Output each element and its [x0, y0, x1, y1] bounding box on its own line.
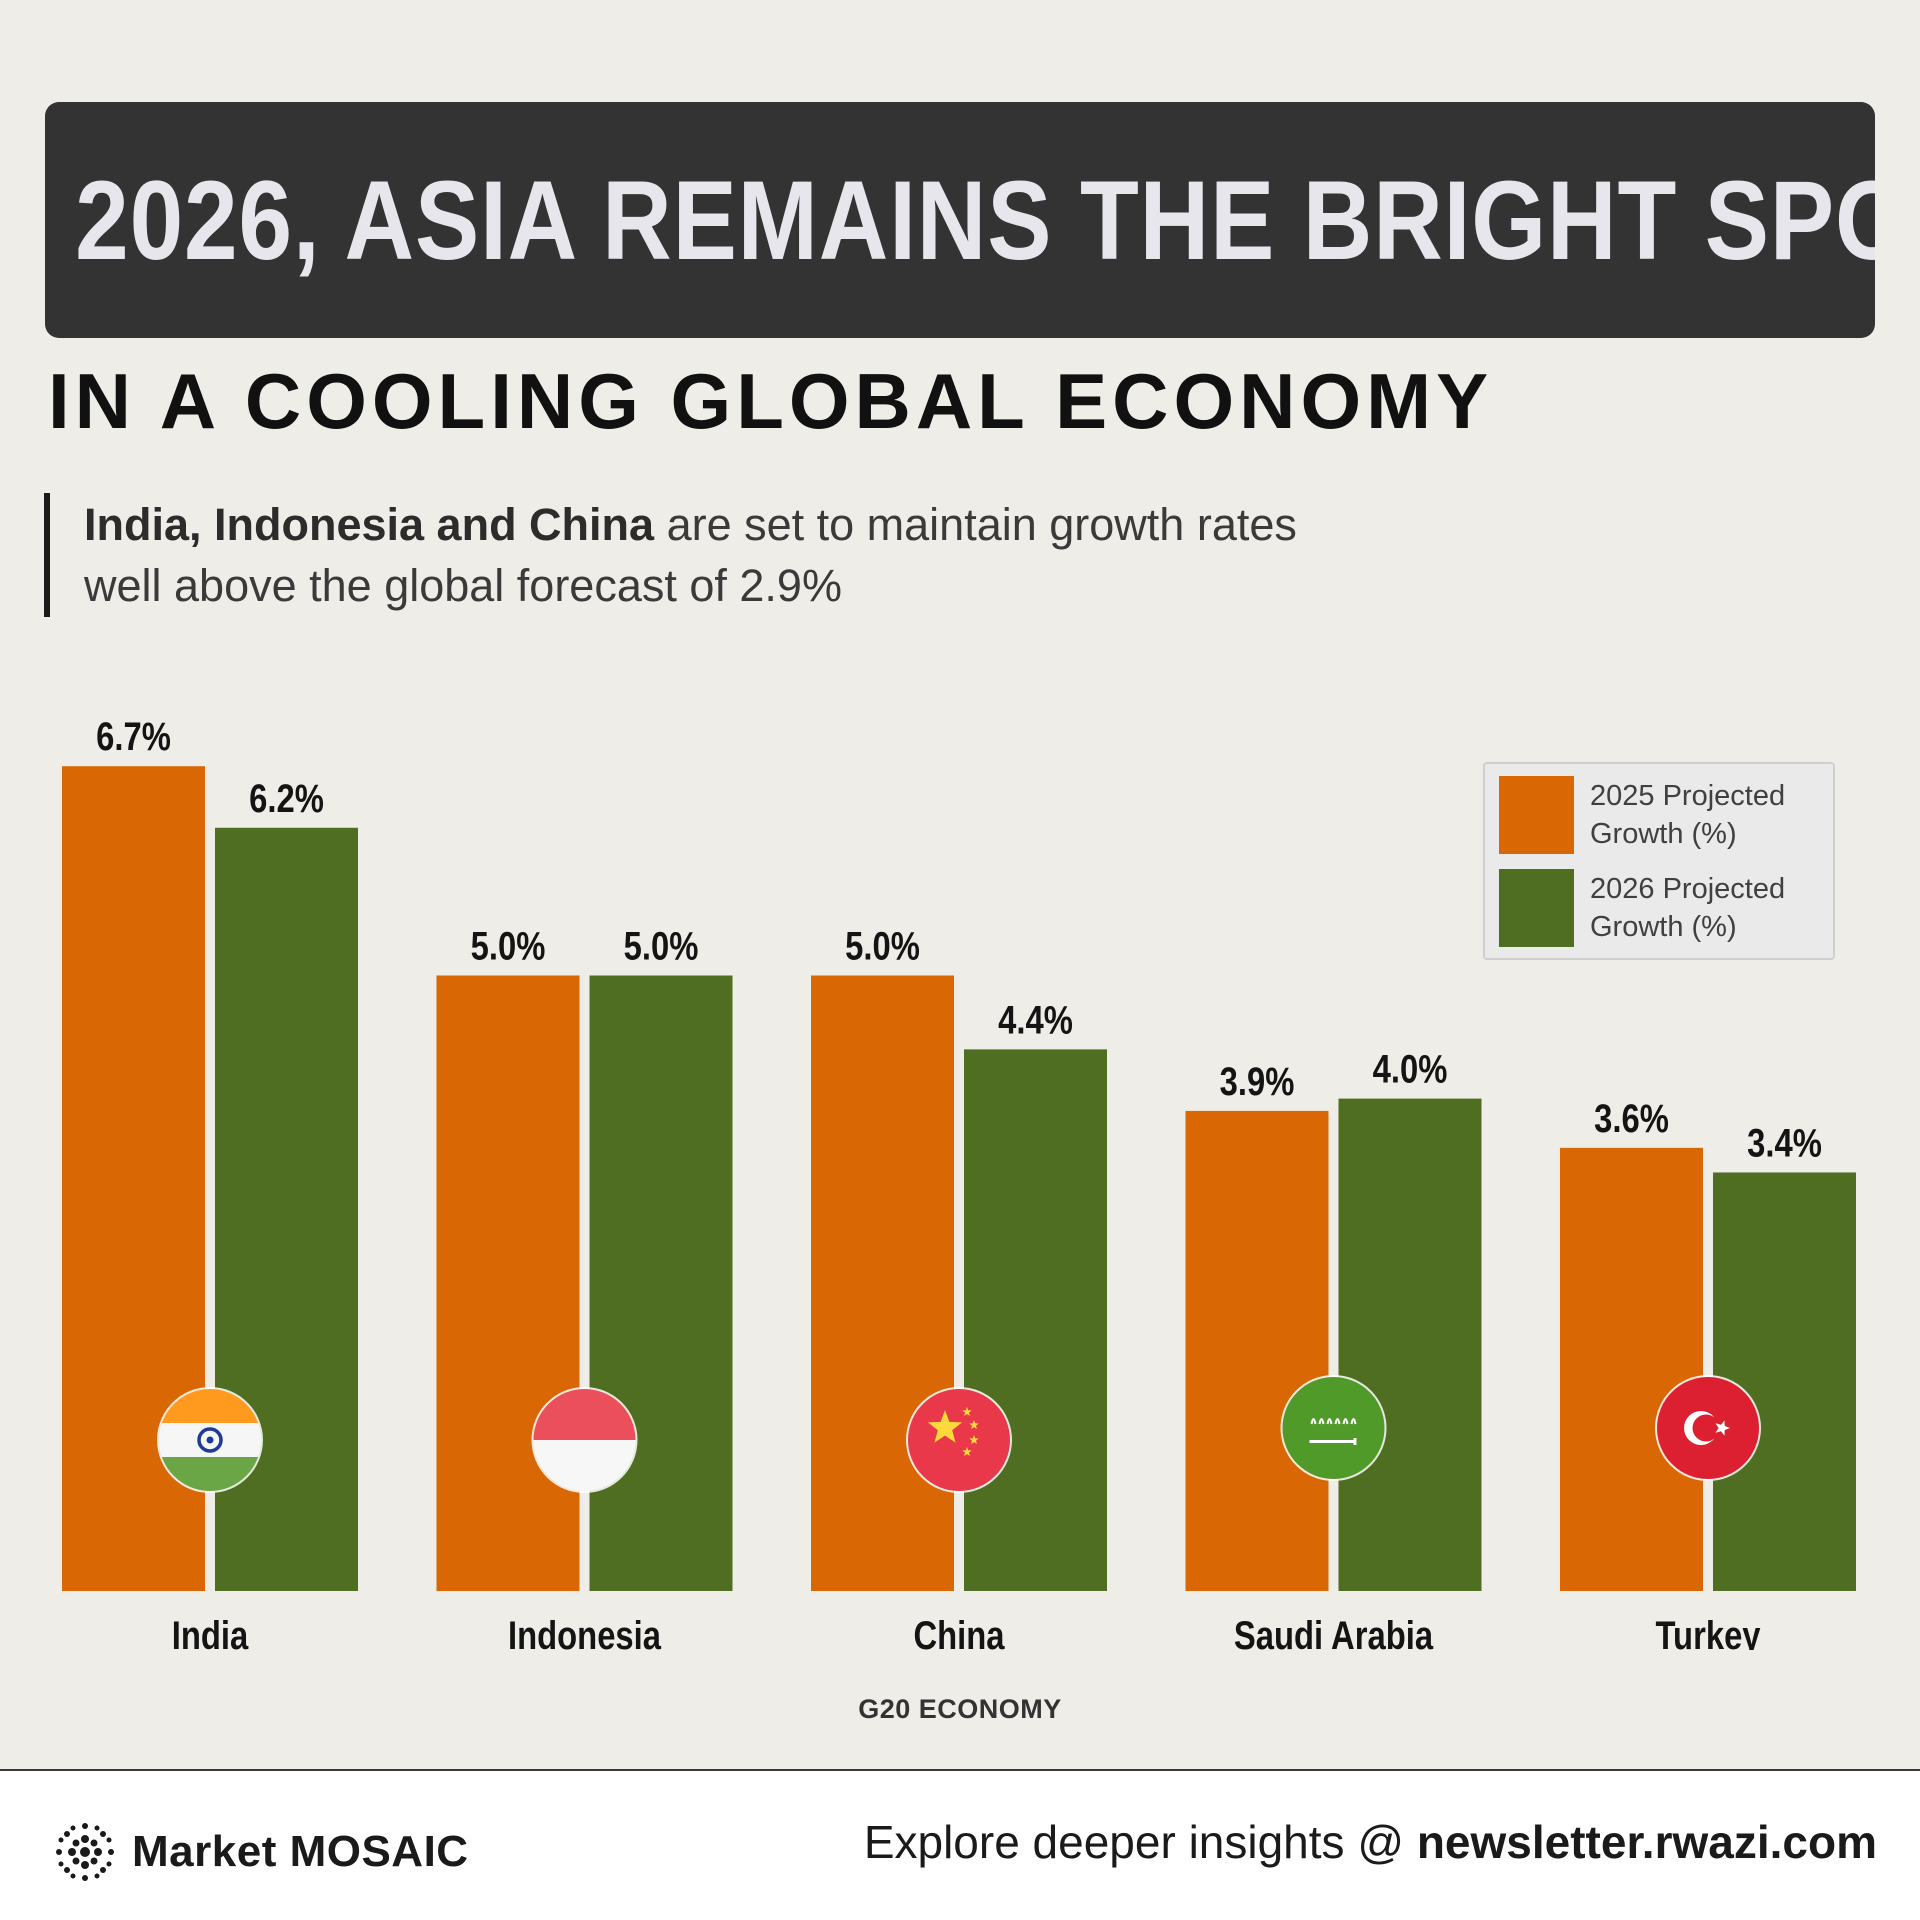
legend-item-2026: 2026 Projected Growth (%): [1499, 869, 1820, 947]
legend-item-2025: 2025 Projected Growth (%): [1499, 776, 1820, 854]
legend-swatch-2025: [1499, 776, 1574, 854]
bar-group-turkey: 3.6% 3.4% Turkey: [1560, 1096, 1856, 1650]
legend-swatch-2026: [1499, 869, 1574, 947]
brand-name: Market MOSAIC: [132, 1827, 469, 1876]
cta-prefix: Explore deeper insights @: [863, 1816, 1417, 1868]
turkey-flag-icon: [1655, 1375, 1761, 1481]
data-label-saudi-arabia-2025: 3.9%: [1220, 1059, 1295, 1104]
data-label-india-2025: 6.7%: [96, 714, 171, 759]
data-label-turkey-2025: 3.6%: [1594, 1096, 1669, 1141]
page-title: IN 2026, ASIA REMAINS THE BRIGHT SPOT: [45, 157, 1875, 283]
bar-group-china: 5.0% 4.4% China: [811, 923, 1107, 1650]
description-highlight: India, Indonesia and China: [84, 499, 655, 550]
footer: Market MOSAIC Explore deeper insights @ …: [0, 1771, 1920, 1920]
chart-legend: 2025 Projected Growth (%) 2026 Projected…: [1483, 762, 1835, 960]
category-label-turkey: Turkey: [1655, 1613, 1761, 1650]
legend-label-2026: 2026 Projected Growth (%): [1590, 873, 1786, 943]
data-label-india-2026: 6.2%: [249, 776, 324, 821]
bar-saudi-arabia-2026: [1338, 1098, 1482, 1591]
cta-text: Explore deeper insights @ newsletter.rwa…: [864, 1815, 1877, 1869]
data-label-saudi-arabia-2026: 4.0%: [1373, 1047, 1448, 1092]
india-flag-icon: [157, 1387, 263, 1493]
category-label-china: China: [913, 1613, 1005, 1650]
bar-group-indonesia: 5.0% 5.0% Indonesia: [436, 923, 733, 1650]
mosaic-dots-icon: [56, 1823, 114, 1881]
x-axis-title: G20 ECONOMY: [858, 1694, 1062, 1724]
description: India, Indonesia and China are set to ma…: [84, 494, 1334, 616]
bar-saudi-arabia-2025: [1185, 1110, 1329, 1591]
bar-turkey-2026: [1713, 1172, 1856, 1591]
legend-label-2025: 2025 Projected Growth (%): [1590, 780, 1786, 850]
bar-chart: 6.7% 6.2% India 5.0% 5.0% Indonesia 5.0% 4.4% Ch…: [62, 714, 1856, 1650]
indonesia-flag-icon: [531, 1387, 638, 1493]
bar-group-india: 6.7% 6.2% India: [62, 714, 358, 1650]
brand: Market MOSAIC: [52, 1819, 469, 1885]
description-rest: are set to maintain growth rates well ab…: [84, 499, 1297, 611]
newsletter-link[interactable]: newsletter.rwazi.com: [1416, 1816, 1877, 1868]
title-banner: IN 2026, ASIA REMAINS THE BRIGHT SPOT: [45, 102, 1875, 338]
data-label-indonesia-2025: 5.0%: [471, 923, 546, 968]
saudi-arabia-flag-icon: [1280, 1375, 1387, 1481]
data-label-indonesia-2026: 5.0%: [624, 923, 699, 968]
category-label-india: India: [172, 1613, 249, 1650]
bar-indonesia-2025: [436, 975, 580, 1591]
bar-indonesia-2026: [589, 975, 733, 1591]
quote-bar: [44, 493, 50, 617]
page-subtitle: IN A COOLING GLOBAL ECONOMY: [48, 357, 1494, 445]
bar-group-saudi-arabia: 3.9% 4.0% Saudi Arabia: [1185, 1047, 1482, 1650]
category-label-indonesia: Indonesia: [508, 1613, 662, 1650]
bar-turkey-2025: [1560, 1147, 1703, 1591]
footer-divider: [0, 1769, 1920, 1771]
bar-china-2025: [811, 975, 954, 1591]
data-label-turkey-2026: 3.4%: [1747, 1120, 1822, 1165]
bar-china-2026: [964, 1049, 1107, 1591]
china-flag-icon: [906, 1387, 1012, 1493]
category-label-saudi-arabia: Saudi Arabia: [1234, 1613, 1434, 1650]
data-label-china-2026: 4.4%: [998, 997, 1073, 1042]
data-label-china-2025: 5.0%: [845, 923, 920, 968]
